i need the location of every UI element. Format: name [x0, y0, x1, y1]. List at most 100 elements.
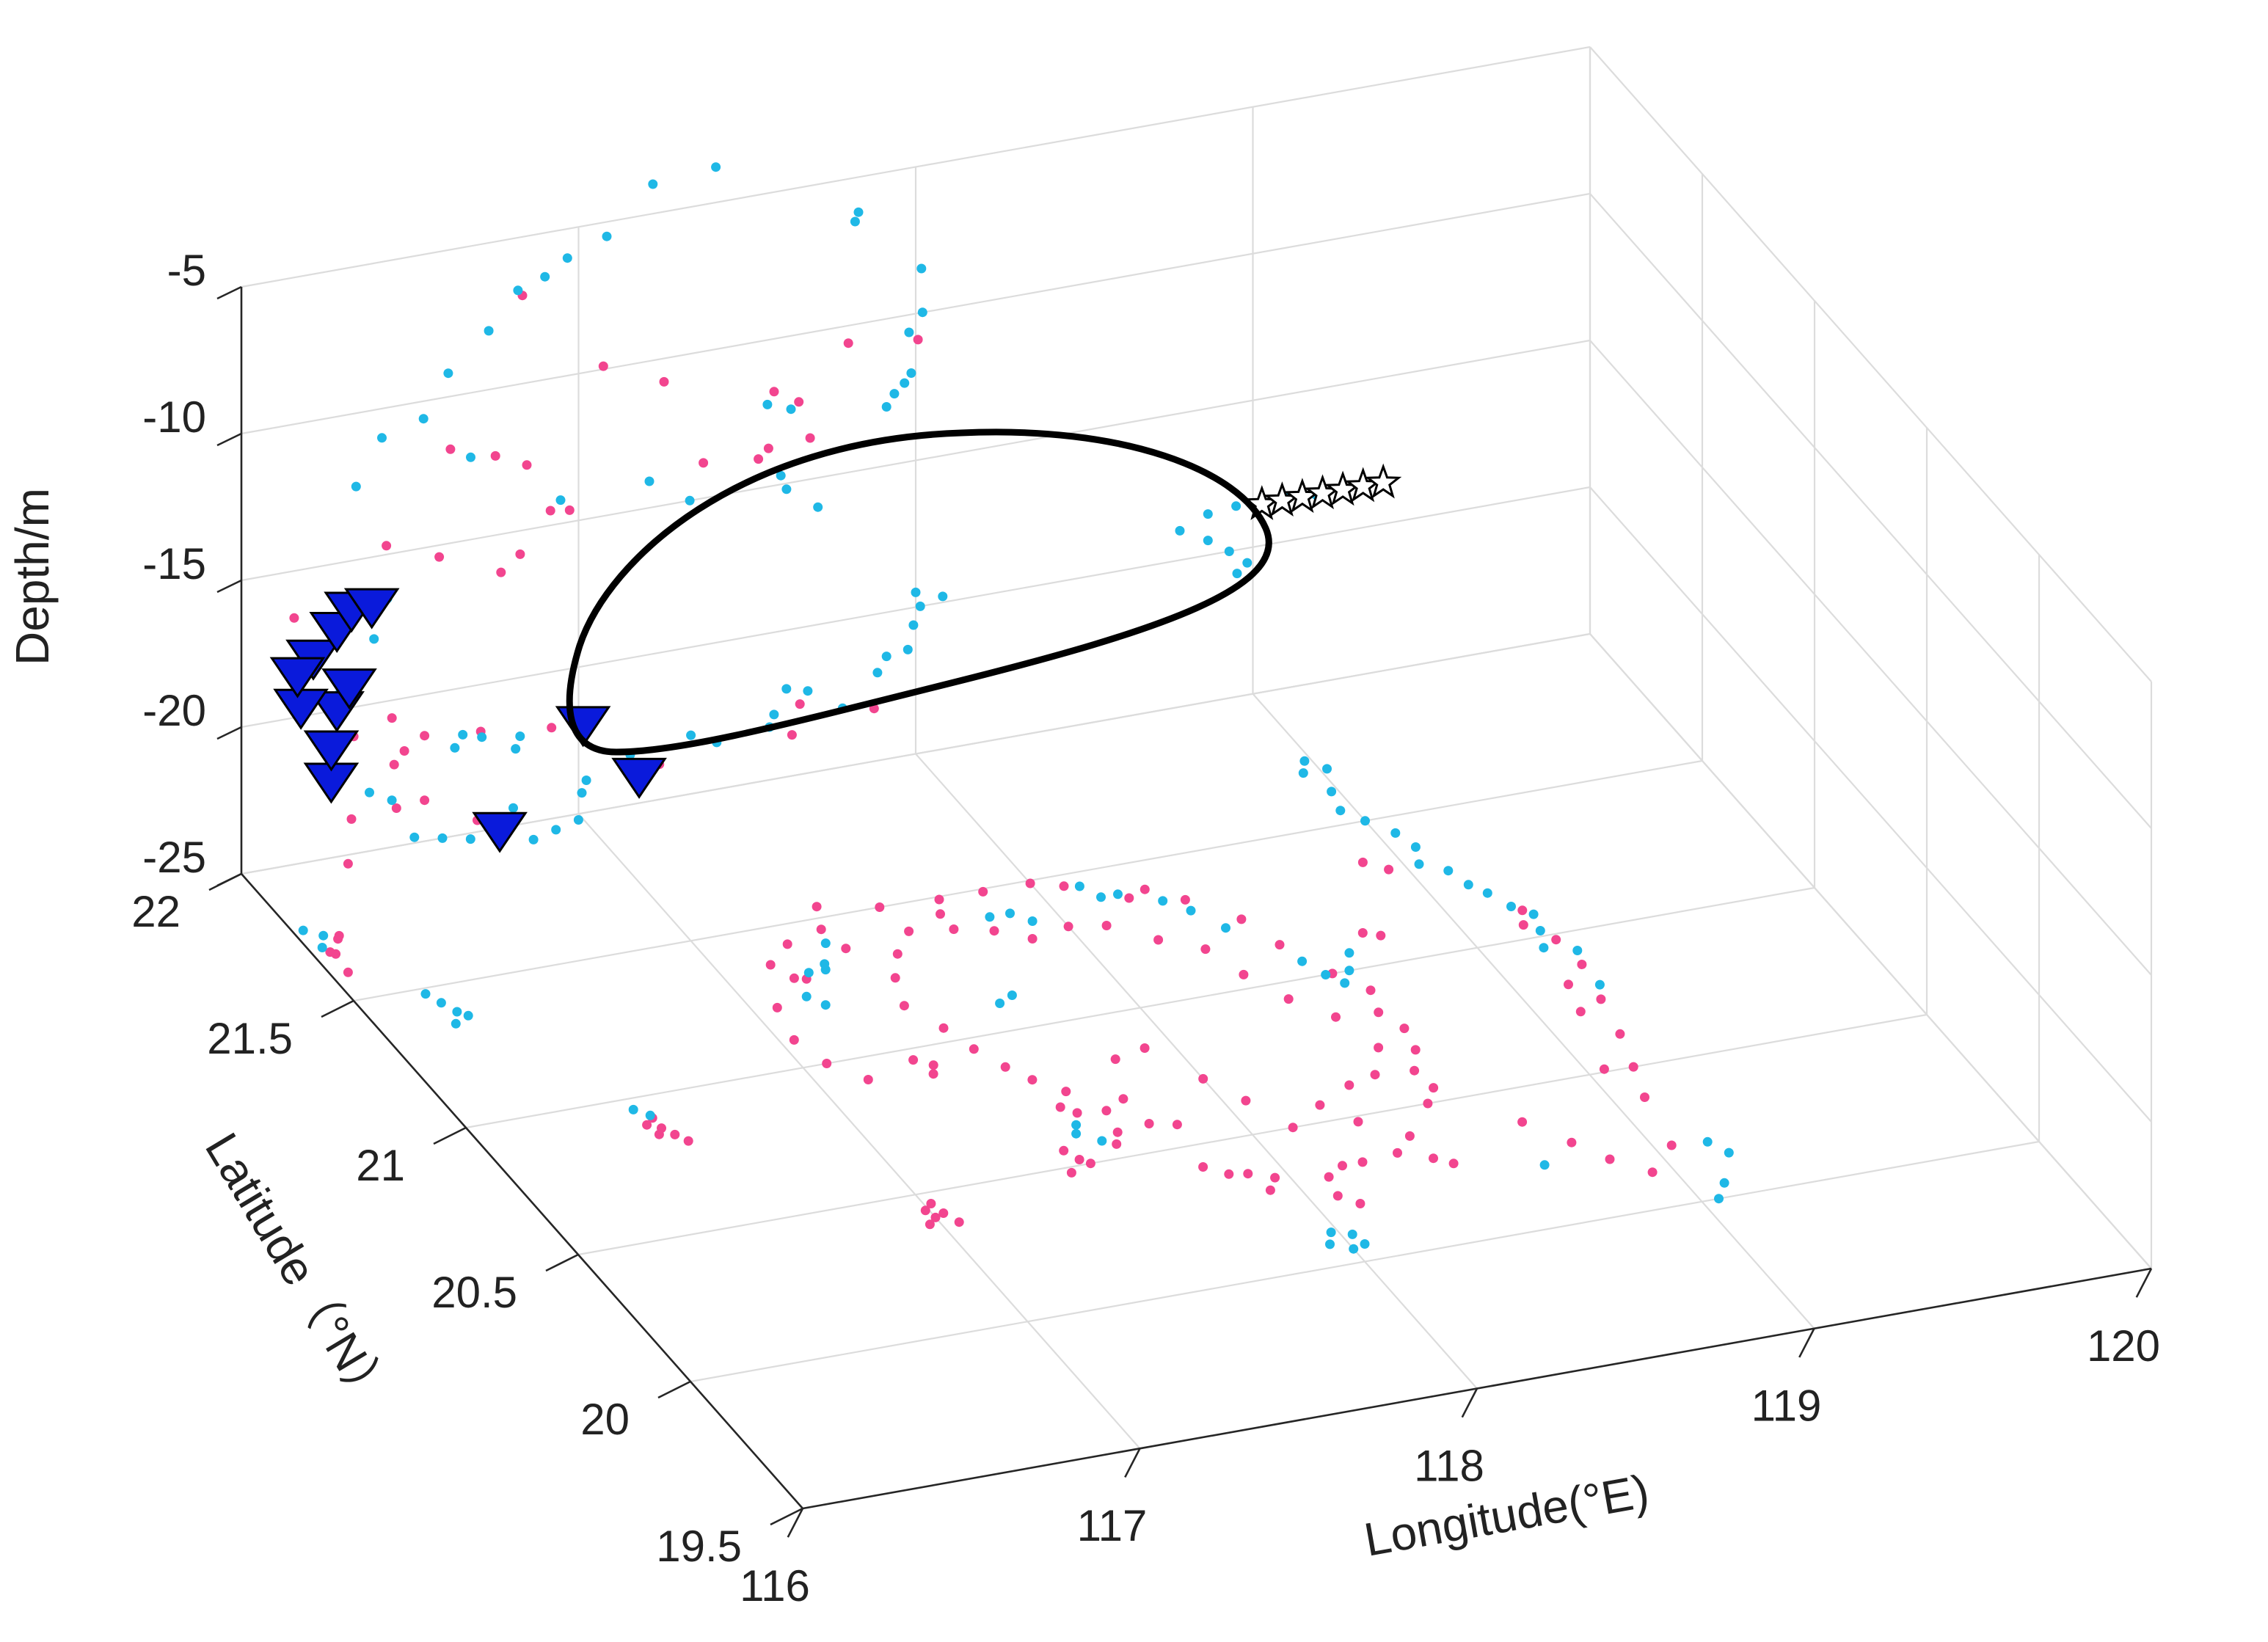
data-point	[1322, 764, 1332, 774]
data-point	[889, 389, 900, 399]
x-tick-mark	[787, 1508, 804, 1538]
data-point	[930, 1212, 941, 1222]
data-point	[1113, 889, 1123, 900]
data-point	[1357, 857, 1368, 867]
data-point	[351, 481, 361, 492]
data-point	[789, 973, 799, 983]
data-point	[331, 949, 341, 959]
data-point	[1399, 1023, 1410, 1034]
data-point	[685, 495, 695, 506]
data-point	[1074, 881, 1084, 891]
data-point	[1599, 1064, 1609, 1074]
y-tick-label: 19.5	[656, 1522, 742, 1571]
data-point	[928, 1060, 938, 1070]
data-point	[1025, 878, 1035, 888]
data-point	[863, 1075, 873, 1084]
data-point	[916, 263, 927, 274]
z-tick-mark	[216, 285, 242, 300]
data-point	[1096, 892, 1106, 902]
data-point	[1506, 902, 1516, 911]
data-point	[1200, 944, 1211, 955]
data-point	[1000, 1062, 1010, 1072]
data-point	[1539, 943, 1549, 953]
data-point	[938, 1208, 949, 1218]
data-point	[1326, 1227, 1336, 1238]
data-point	[978, 886, 988, 897]
data-point	[377, 433, 387, 443]
data-point	[1324, 1172, 1334, 1182]
data-point	[1517, 1117, 1528, 1127]
data-point	[1666, 1140, 1677, 1150]
data-point	[853, 207, 864, 217]
data-point	[812, 902, 822, 912]
data-point	[794, 397, 804, 407]
data-point	[644, 476, 654, 486]
data-point	[420, 731, 430, 741]
data-point	[1061, 1087, 1071, 1097]
data-point	[1596, 994, 1606, 1004]
data-point	[1551, 935, 1561, 945]
data-point	[1242, 558, 1252, 568]
data-point	[841, 944, 851, 954]
data-point	[683, 1136, 693, 1146]
data-point	[463, 1010, 473, 1021]
data-point	[782, 939, 792, 949]
data-point	[1005, 908, 1015, 919]
data-point	[1072, 1108, 1082, 1118]
data-point	[1175, 525, 1185, 536]
data-point	[1539, 1160, 1550, 1170]
data-point	[1224, 547, 1234, 556]
data-point	[1027, 1075, 1038, 1085]
data-point	[477, 732, 487, 742]
data-point	[925, 1219, 935, 1230]
y-tick-mark	[657, 1380, 691, 1399]
data-point	[1443, 866, 1454, 876]
z-tick-label: -15	[142, 539, 206, 588]
data-point	[1414, 859, 1424, 869]
data-point	[1724, 1147, 1734, 1158]
data-point	[1007, 990, 1017, 1000]
data-point	[1231, 501, 1241, 511]
y-tick-label: 21	[356, 1141, 405, 1190]
data-point	[434, 552, 445, 562]
data-point	[1299, 756, 1310, 766]
data-point	[805, 433, 815, 443]
y-tick-label: 22	[131, 887, 181, 936]
data-point	[1232, 569, 1242, 579]
data-point	[365, 787, 374, 798]
data-point	[1124, 893, 1134, 903]
x-tick-mark	[1124, 1448, 1141, 1478]
data-point	[466, 452, 475, 462]
data-point	[1203, 536, 1213, 546]
data-point	[816, 924, 826, 935]
x-axis-label: Longitude(°E)	[1360, 1464, 1653, 1566]
data-point	[820, 938, 831, 949]
data-point	[989, 926, 999, 936]
data-point	[645, 1110, 655, 1120]
annotation-ellipse	[566, 428, 1272, 756]
grid-line-floor-lat	[690, 1140, 2040, 1383]
data-point	[1315, 1100, 1325, 1110]
data-point	[686, 730, 696, 740]
data-point	[926, 1199, 936, 1208]
z-tick-mark	[216, 579, 242, 594]
data-point-triangle	[321, 668, 377, 710]
data-point	[528, 834, 539, 844]
data-point	[346, 814, 357, 824]
data-point	[382, 541, 392, 551]
data-point	[795, 699, 805, 709]
data-point	[1360, 1239, 1370, 1249]
data-point	[343, 858, 353, 869]
x-tick-label: 117	[1077, 1501, 1148, 1550]
data-point	[436, 998, 446, 1008]
data-point	[1410, 842, 1421, 852]
data-point	[938, 591, 948, 602]
data-point	[949, 924, 959, 934]
grid-line-back-depth	[241, 45, 1591, 288]
data-point	[1647, 1167, 1658, 1178]
data-point	[598, 361, 608, 371]
data-point	[1101, 1106, 1112, 1116]
data-point	[781, 684, 792, 694]
data-point	[564, 505, 575, 515]
data-point	[803, 686, 813, 696]
